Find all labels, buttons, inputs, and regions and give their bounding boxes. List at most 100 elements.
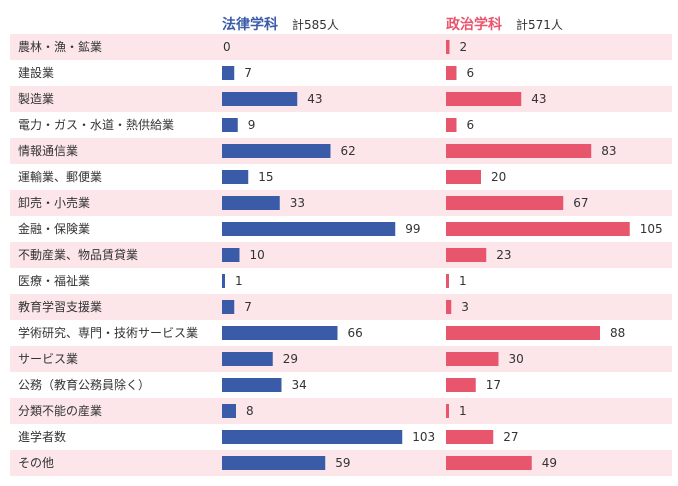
row-stripe bbox=[10, 398, 672, 424]
category-label: 教育学習支援業 bbox=[18, 299, 102, 314]
bar-pol bbox=[446, 404, 449, 418]
category-labels: 農林・漁・鉱業建設業製造業電力・ガス・水道・熱供給業情報通信業運輸業、郵便業卸売… bbox=[18, 39, 198, 470]
series-title-pol: 政治学科 bbox=[446, 16, 502, 33]
row-stripe bbox=[10, 86, 672, 112]
value-label-law: 10 bbox=[250, 248, 265, 262]
value-label-pol: 49 bbox=[542, 456, 557, 470]
value-label-law: 59 bbox=[335, 456, 350, 470]
value-label-law: 103 bbox=[412, 430, 435, 444]
value-label-law: 99 bbox=[405, 222, 420, 236]
value-label-law: 29 bbox=[283, 352, 298, 366]
bar-law bbox=[222, 378, 282, 392]
value-label-pol: 43 bbox=[531, 92, 546, 106]
row-stripe bbox=[10, 294, 672, 320]
category-label: 分類不能の産業 bbox=[18, 403, 102, 418]
category-label: 運輸業、郵便業 bbox=[18, 169, 102, 184]
value-label-law: 43 bbox=[307, 92, 322, 106]
category-label: 医療・福祉業 bbox=[18, 273, 90, 288]
bar-pol bbox=[446, 456, 532, 470]
value-label-law: 34 bbox=[292, 378, 307, 392]
value-label-law: 33 bbox=[290, 196, 305, 210]
value-label-law: 1 bbox=[235, 274, 243, 288]
bar-law bbox=[222, 66, 235, 80]
series-total-law: 計585人 bbox=[292, 17, 339, 32]
bar-pol bbox=[446, 248, 487, 262]
bar-pol bbox=[446, 196, 564, 210]
bar-law bbox=[222, 170, 249, 184]
value-label-pol: 1 bbox=[459, 274, 467, 288]
bar-law bbox=[222, 456, 326, 470]
value-label-pol: 105 bbox=[640, 222, 663, 236]
category-label: サービス業 bbox=[18, 352, 78, 366]
value-label-pol: 67 bbox=[573, 196, 588, 210]
bar-law bbox=[222, 326, 338, 340]
value-label-law: 66 bbox=[348, 326, 363, 340]
value-label-pol: 30 bbox=[509, 352, 524, 366]
category-label: 電力・ガス・水道・熱供給業 bbox=[18, 118, 174, 132]
bars bbox=[222, 40, 630, 470]
series-title-law: 法律学科 bbox=[222, 16, 278, 33]
bar-law bbox=[222, 300, 235, 314]
value-label-pol: 6 bbox=[467, 118, 475, 132]
bar-pol bbox=[446, 66, 457, 80]
value-label-pol: 6 bbox=[467, 66, 475, 80]
value-label-pol: 17 bbox=[486, 378, 501, 392]
value-label-law: 0 bbox=[223, 40, 231, 54]
bar-pol bbox=[446, 118, 457, 132]
category-label: 金融・保険業 bbox=[18, 221, 90, 236]
bar-pol bbox=[446, 430, 494, 444]
value-label-law: 9 bbox=[248, 118, 256, 132]
chart-header: 法律学科 計585人 政治学科 計571人 bbox=[222, 16, 563, 33]
category-label: 農林・漁・鉱業 bbox=[18, 39, 102, 54]
value-label-pol: 88 bbox=[610, 326, 625, 340]
category-label: 建設業 bbox=[18, 65, 54, 80]
category-label: 学術研究、専門・技術サービス業 bbox=[18, 325, 198, 340]
bar-pol bbox=[446, 40, 450, 54]
row-stripe bbox=[10, 346, 672, 372]
value-label-law: 7 bbox=[244, 66, 252, 80]
bar-law bbox=[222, 404, 236, 418]
bar-pol bbox=[446, 326, 600, 340]
bar-pol bbox=[446, 144, 592, 158]
bar-law bbox=[222, 92, 298, 106]
row-stripe bbox=[10, 34, 672, 60]
value-label-law: 15 bbox=[258, 170, 273, 184]
bar-law bbox=[222, 144, 331, 158]
bar-law bbox=[222, 274, 225, 288]
value-label-pol: 20 bbox=[491, 170, 506, 184]
bar-pol bbox=[446, 92, 522, 106]
value-label-pol: 23 bbox=[496, 248, 511, 262]
bar-pol bbox=[446, 170, 481, 184]
row-stripe bbox=[10, 242, 672, 268]
bar-pol bbox=[446, 300, 452, 314]
value-label-pol: 3 bbox=[461, 300, 469, 314]
bar-law bbox=[222, 352, 273, 366]
row-stripe bbox=[10, 450, 672, 476]
value-label-pol: 27 bbox=[503, 430, 518, 444]
bar-pol bbox=[446, 378, 476, 392]
value-label-pol: 83 bbox=[601, 144, 616, 158]
category-label: 公務（教育公務員除く） bbox=[18, 377, 150, 392]
bar-law bbox=[222, 196, 280, 210]
bar-pol bbox=[446, 352, 499, 366]
value-label-law: 8 bbox=[246, 404, 254, 418]
bar-law bbox=[222, 430, 403, 444]
category-label: 情報通信業 bbox=[18, 144, 78, 158]
category-label: 卸売・小売業 bbox=[18, 195, 90, 210]
value-label-law: 62 bbox=[341, 144, 356, 158]
category-label: 進学者数 bbox=[18, 429, 66, 444]
bar-pol bbox=[446, 274, 449, 288]
category-label: 製造業 bbox=[18, 92, 54, 106]
value-label-pol: 2 bbox=[460, 40, 468, 54]
series-total-pol: 計571人 bbox=[516, 17, 563, 32]
bar-pol bbox=[446, 222, 630, 236]
value-label-law: 7 bbox=[244, 300, 252, 314]
category-label: 不動産業、物品賃貸業 bbox=[18, 247, 138, 262]
row-stripes bbox=[10, 34, 672, 476]
bar-law bbox=[222, 248, 240, 262]
bar-law bbox=[222, 222, 396, 236]
value-label-pol: 1 bbox=[459, 404, 467, 418]
bar-law bbox=[222, 118, 238, 132]
